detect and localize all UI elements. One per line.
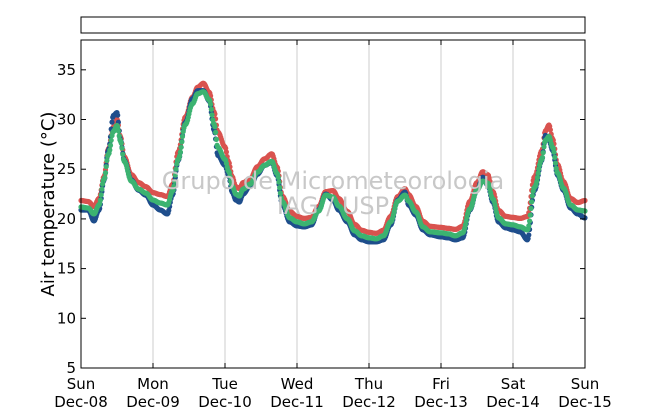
- data-point: [540, 150, 546, 156]
- data-point: [529, 193, 536, 199]
- data-point: [541, 144, 547, 150]
- data-point: [102, 170, 109, 176]
- data-point: [529, 199, 535, 205]
- data-point: [109, 119, 115, 125]
- data-point: [177, 149, 183, 155]
- data-point: [120, 151, 126, 157]
- data-point: [171, 183, 177, 189]
- x-tick-label-day: Sun: [571, 375, 600, 393]
- x-tick-label-date: Dec-08: [54, 393, 108, 409]
- data-point: [275, 174, 281, 180]
- data-point: [526, 232, 532, 238]
- y-tick-label: 15: [57, 260, 76, 278]
- axes: SunDec-08MonDec-09TueDec-10WedDec-11ThuD…: [54, 40, 612, 409]
- y-axis-title: Air temperature (°C): [38, 112, 59, 297]
- data-point: [118, 140, 124, 146]
- data-point: [99, 186, 105, 192]
- x-tick-label-day: Sun: [67, 375, 96, 393]
- data-point: [547, 127, 554, 133]
- x-tick-label-date: Dec-14: [486, 393, 540, 409]
- y-tick-label: 5: [66, 359, 76, 377]
- data-point: [534, 178, 540, 184]
- data-point: [107, 142, 114, 148]
- data-point: [277, 190, 283, 196]
- x-tick-label-day: Thu: [354, 375, 383, 393]
- data-point: [208, 101, 214, 107]
- data-point: [534, 174, 541, 181]
- data-point: [227, 173, 233, 179]
- data-point: [172, 172, 178, 178]
- y-tick-label: 25: [57, 160, 76, 178]
- x-tick-label-day: Sat: [501, 375, 526, 393]
- x-tick-label-date: Dec-13: [414, 393, 468, 409]
- data-point: [180, 129, 186, 135]
- data-point: [539, 154, 546, 161]
- data-point: [213, 129, 219, 135]
- x-tick-label-date: Dec-11: [270, 393, 324, 409]
- data-point: [97, 197, 103, 203]
- data-point: [208, 106, 214, 112]
- data-point: [209, 112, 215, 118]
- watermark-line-1: Grupo de Micrometeorologia: [162, 167, 504, 195]
- plot-frame: [80, 39, 586, 369]
- x-tick-label-day: Wed: [281, 375, 314, 393]
- data-point: [213, 136, 219, 142]
- data-point: [103, 164, 109, 170]
- data-point: [526, 223, 532, 229]
- watermark: Grupo de Micrometeorologia IAG / USP: [162, 167, 504, 220]
- y-tick-label: 35: [57, 61, 76, 79]
- data-point: [115, 112, 121, 118]
- data-point: [223, 149, 229, 155]
- x-tick-label-date: Dec-15: [558, 393, 612, 409]
- data-point: [535, 170, 541, 176]
- data-point: [173, 166, 179, 172]
- y-tick-label: 30: [57, 111, 76, 129]
- x-tick-label-day: Tue: [211, 375, 238, 393]
- data-point: [115, 124, 121, 130]
- data-point: [107, 147, 113, 153]
- data-point: [119, 145, 125, 151]
- data-point: [527, 212, 533, 218]
- data-point: [172, 178, 178, 184]
- data-point: [102, 174, 108, 181]
- y-tick-label: 20: [57, 210, 76, 228]
- data-series: [78, 80, 588, 245]
- data-point: [115, 128, 121, 134]
- y-tick-label: 10: [57, 309, 76, 327]
- data-point: [212, 124, 218, 130]
- data-point: [527, 218, 533, 224]
- data-point: [116, 133, 122, 139]
- x-tick-label-day: Mon: [137, 375, 169, 393]
- data-point: [98, 192, 104, 198]
- data-point: [277, 185, 283, 191]
- x-tick-label-date: Dec-12: [342, 393, 396, 409]
- x-tick-label-day: Fri: [432, 375, 450, 393]
- data-point: [528, 205, 534, 212]
- watermark-line-2: IAG / USP: [277, 192, 389, 220]
- legend-box: [80, 16, 586, 34]
- data-point: [276, 179, 282, 185]
- data-point: [536, 166, 542, 172]
- data-point: [177, 153, 183, 159]
- data-point: [104, 157, 110, 164]
- data-point: [551, 149, 557, 155]
- series-2: [78, 89, 588, 242]
- data-point: [552, 154, 558, 160]
- data-point: [178, 144, 184, 150]
- grid: [152, 40, 514, 368]
- x-tick-label-date: Dec-09: [126, 393, 180, 409]
- data-point: [179, 133, 186, 140]
- x-tick-label-date: Dec-10: [198, 393, 252, 409]
- data-point: [179, 139, 185, 145]
- data-point: [552, 160, 559, 166]
- data-point: [108, 137, 114, 143]
